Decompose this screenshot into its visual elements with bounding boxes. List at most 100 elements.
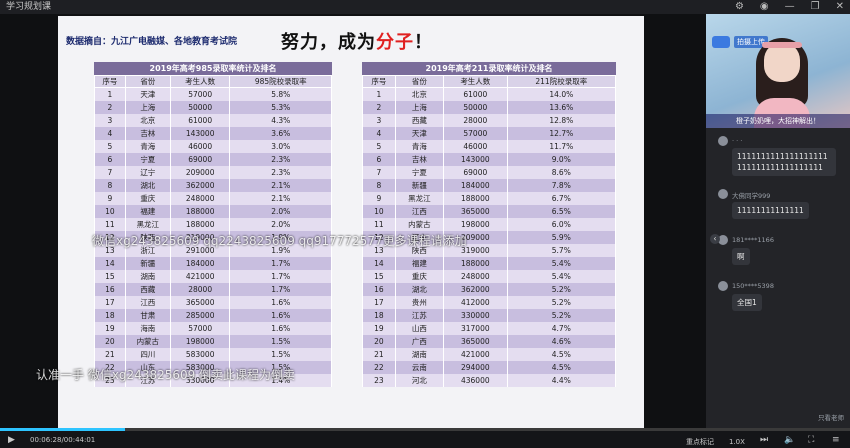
table-cell: 365000 — [443, 334, 508, 348]
table-row: 18 江苏 330000 5.2% — [362, 308, 617, 322]
table-211-body: 1 北京 61000 14.0% 2 上海 50000 13.6% 3 西藏 28000 12.8% 4… — [362, 87, 617, 387]
table-cell: 69000 — [443, 165, 508, 179]
table-cell: 7.8% — [506, 178, 617, 192]
table-cell: 海南 — [124, 321, 171, 335]
table-cell: 421000 — [169, 269, 231, 283]
table-cell: 7 — [362, 165, 396, 179]
table-cell: 412000 — [443, 295, 508, 309]
table-cell: 西藏 — [394, 113, 445, 127]
table-row: 23 江苏 330000 1.4% — [94, 373, 332, 387]
table-cell: 1.7% — [229, 269, 332, 283]
table-cell: 1 — [362, 87, 396, 101]
next-icon[interactable]: ⏭ — [760, 435, 769, 445]
table-cell: 5.4% — [506, 256, 617, 270]
settings-icon[interactable]: ⚙ — [734, 1, 744, 12]
close-icon[interactable]: ✕ — [835, 1, 844, 12]
table-cell: 重庆 — [394, 269, 445, 283]
table-cell: 2.3% — [229, 152, 332, 166]
eye-icon[interactable]: ◉ — [759, 1, 769, 12]
table-cell: 20 — [94, 334, 126, 348]
table-985-header: 序号 省份 考生人数 985院校录取率 — [94, 75, 332, 88]
table-cell: 12.8% — [506, 113, 617, 127]
table-cell: 17 — [94, 295, 126, 309]
table-cell: 330000 — [169, 373, 231, 387]
table-row: 16 西藏 28000 1.7% — [94, 282, 332, 296]
avatar — [718, 235, 728, 245]
col-header: 序号 — [94, 75, 126, 88]
fullscreen-icon[interactable]: ⛶ — [808, 435, 815, 445]
table-cell: 浙江 — [124, 243, 171, 257]
table-row: 2 上海 50000 13.6% — [362, 100, 617, 114]
col-header: 211院校录取率 — [506, 75, 617, 88]
table-cell: 362000 — [443, 282, 508, 296]
mark-button[interactable]: 重点标记 — [686, 438, 714, 446]
table-cell: 5 — [94, 139, 126, 153]
play-icon[interactable]: ▶ — [8, 435, 15, 445]
table-cell: 辽宁 — [394, 230, 445, 244]
table-cell: 330000 — [443, 308, 508, 322]
table-cell: 198000 — [169, 334, 231, 348]
table-row: 20 广西 365000 4.6% — [362, 334, 617, 348]
table-cell: 北京 — [394, 87, 445, 101]
table-cell: 湖北 — [394, 282, 445, 296]
side-panel: 拍摄上传 橙子奶奶哩，大招神解出！ · · · 1111111111111111… — [706, 14, 850, 428]
table-row: 1 北京 61000 14.0% — [362, 87, 617, 101]
table-cell: 13 — [94, 243, 126, 257]
chat-bubble: 11111111111111 — [732, 202, 809, 219]
table-row: 11 黑龙江 188000 2.0% — [94, 217, 332, 231]
table-cell: 湖北 — [124, 178, 171, 192]
table-cell: 50000 — [443, 100, 508, 114]
table-211-header: 序号 省份 考生人数 211院校录取率 — [362, 75, 617, 88]
table-985: 2019年高考985录取率统计及排名 序号 省份 考生人数 985院校录取率 1… — [94, 62, 332, 387]
watermark-overlay: 认准一手 微信xg243825609 倒卖此课程为倒卖 — [36, 368, 296, 382]
teacher-video: 拍摄上传 橙子奶奶哩，大招神解出！ — [706, 14, 850, 128]
table-cell: 6.0% — [506, 217, 617, 231]
table-cell: 2.3% — [229, 165, 332, 179]
minimize-icon[interactable]: — — [784, 1, 795, 12]
speed-button[interactable]: 1.0X — [729, 438, 745, 446]
col-header: 985院校录取率 — [229, 75, 332, 88]
table-cell: 5.4% — [506, 269, 617, 283]
table-row: 21 四川 583000 1.5% — [94, 347, 332, 361]
table-row: 1 天津 57000 5.8% — [94, 87, 332, 101]
table-cell: 10 — [94, 204, 126, 218]
table-cell: 421000 — [443, 347, 508, 361]
table-cell: 3 — [94, 113, 126, 127]
progress-bar[interactable] — [0, 428, 850, 431]
table-cell: 319000 — [443, 243, 508, 257]
table-cell: 5.7% — [506, 243, 617, 257]
table-cell: 云南 — [394, 360, 445, 374]
table-cell: 18 — [362, 308, 396, 322]
chevron-left-icon[interactable]: ‹ — [710, 234, 720, 244]
table-cell: 5.9% — [506, 230, 617, 244]
table-cell: 20 — [362, 334, 396, 348]
volume-icon[interactable]: 🔈 — [784, 435, 796, 445]
table-cell: 1.6% — [229, 308, 332, 322]
table-cell: 2.0% — [229, 204, 332, 218]
table-cell: 294000 — [443, 360, 508, 374]
table-cell: 新疆 — [394, 178, 445, 192]
menu-icon[interactable]: ≡ — [832, 435, 840, 445]
table-cell: 黑龙江 — [394, 191, 445, 205]
restore-icon[interactable]: ❐ — [810, 1, 820, 12]
table-cell: 四川 — [124, 347, 171, 361]
table-cell: 4.4% — [506, 373, 617, 387]
table-cell: 6 — [94, 152, 126, 166]
col-header: 省份 — [124, 75, 171, 88]
table-cell: 7 — [94, 165, 126, 179]
table-cell: 黑龙江 — [124, 217, 171, 231]
table-cell: 2.1% — [229, 178, 332, 192]
table-row: 10 江西 365000 6.5% — [362, 204, 617, 218]
table-cell: 江苏 — [394, 308, 445, 322]
only-teacher-toggle[interactable]: 只看老师 — [818, 414, 844, 422]
table-row: 6 吉林 143000 9.0% — [362, 152, 617, 166]
table-cell: 198000 — [443, 217, 508, 231]
table-cell: 9 — [362, 191, 396, 205]
table-cell: 8 — [94, 178, 126, 192]
lecture-slide: 数据摘自：九江广电融媒、各地教育考试院 努力，成为分子！ 2019年高考985录… — [58, 16, 644, 428]
col-header: 省份 — [394, 75, 445, 88]
table-row: 3 北京 61000 4.3% — [94, 113, 332, 127]
table-cell: 1.6% — [229, 321, 332, 335]
watermark-overlay: 微信xg243825609 qq2243825609 qq917772577更多… — [92, 234, 467, 248]
table-cell: 61000 — [169, 113, 231, 127]
